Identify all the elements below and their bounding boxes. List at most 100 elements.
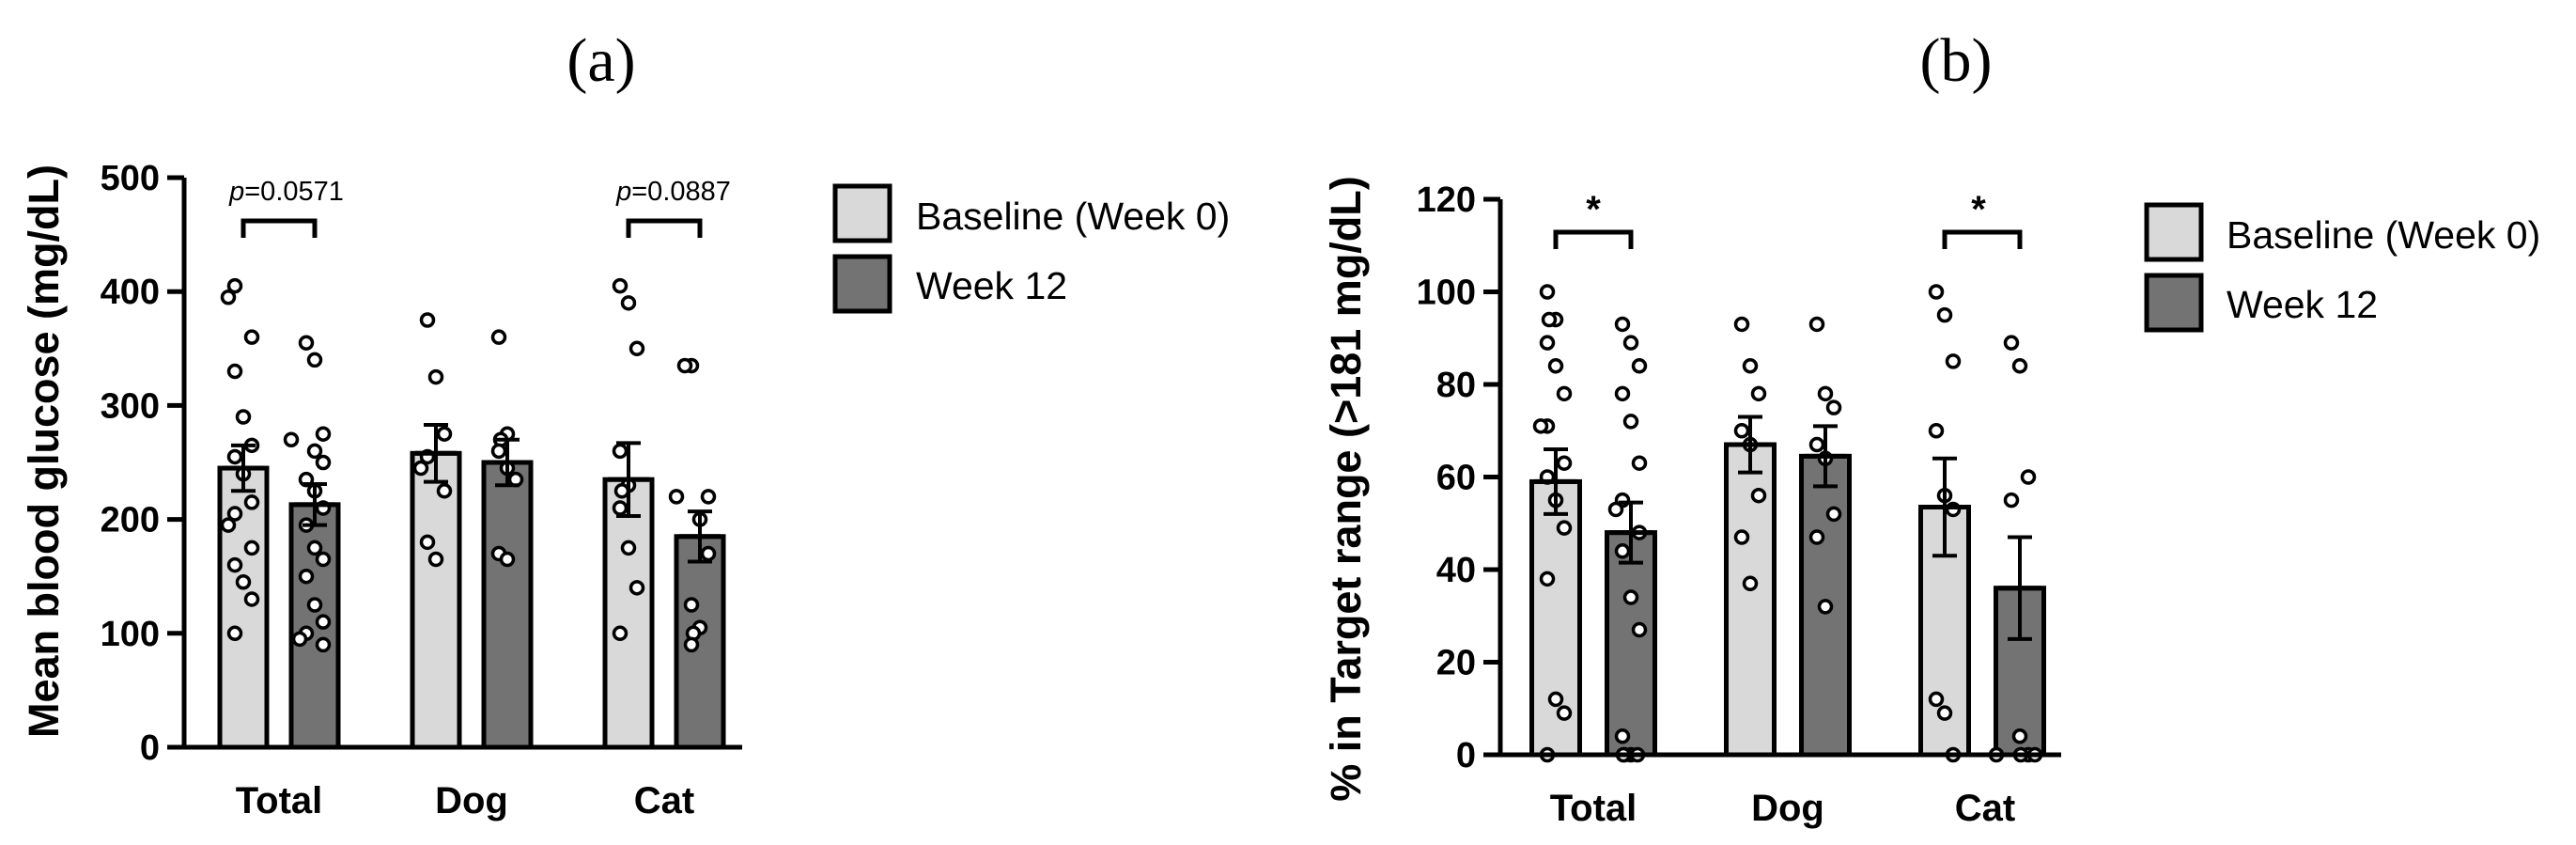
- panel-b-y-axis-label: % in Target range (>181 mg/dL): [1322, 176, 1370, 802]
- legend-label-baseline: Baseline (Week 0): [2227, 213, 2540, 257]
- y-tick-label: 0: [140, 728, 160, 768]
- data-point: [306, 443, 323, 460]
- data-point: [1607, 501, 1624, 518]
- data-point: [620, 295, 637, 311]
- data-point: [612, 277, 628, 294]
- panel-a-pvalue-cat: p=0.0887: [615, 177, 731, 207]
- data-point: [1928, 284, 1945, 300]
- data-point: [1825, 399, 1842, 415]
- chart-panel-a: (a) Mean blood glucose (mg/dL) 0 100 200 30…: [20, 26, 1230, 822]
- data-point: [1622, 335, 1639, 351]
- y-tick-label: 0: [1456, 736, 1476, 775]
- significance-bracket: [626, 218, 703, 238]
- y-tick-label: 120: [1417, 180, 1476, 220]
- data-point: [1622, 589, 1639, 605]
- panel-a-bars: [217, 450, 726, 750]
- data-point: [1936, 306, 1953, 323]
- y-tick-label: 200: [101, 501, 160, 540]
- legend-label-week12: Week 12: [2227, 283, 2378, 326]
- y-tick-label: 20: [1436, 644, 1476, 683]
- data-point: [298, 335, 315, 351]
- data-point: [683, 597, 700, 613]
- panel-a-category-label: Cat: [634, 780, 694, 822]
- data-point: [306, 352, 323, 368]
- data-point: [1808, 316, 1825, 333]
- bar: [674, 534, 726, 750]
- panel-b-label: (b): [1920, 26, 1993, 95]
- data-point: [2003, 335, 2020, 351]
- data-point: [1750, 487, 1767, 504]
- y-tick-label: 60: [1436, 459, 1476, 498]
- data-point: [315, 636, 332, 653]
- data-point: [315, 614, 332, 630]
- significance-bracket: [241, 218, 318, 238]
- panel-b-category-label: Dog: [1751, 788, 1824, 829]
- data-point: [628, 340, 645, 357]
- data-point: [1532, 418, 1549, 434]
- data-point: [436, 426, 453, 442]
- data-point: [1631, 358, 1648, 374]
- data-point: [1622, 414, 1639, 430]
- data-point: [235, 574, 252, 590]
- bar: [1529, 478, 1582, 758]
- data-point: [226, 625, 243, 642]
- data-point: [226, 363, 243, 380]
- legend-label-baseline: Baseline (Week 0): [916, 195, 1230, 238]
- data-point: [412, 460, 429, 477]
- data-point: [1614, 543, 1631, 559]
- data-point: [226, 448, 243, 465]
- data-point: [613, 483, 630, 499]
- data-point: [1631, 621, 1648, 638]
- legend-swatch-baseline: [2144, 202, 2204, 262]
- data-point: [2020, 469, 2037, 485]
- panel-a-y-axis-label: Mean blood glucose (mg/dL): [20, 164, 68, 738]
- panel-b-significance-star-cat: *: [1971, 189, 1986, 230]
- data-point: [315, 426, 332, 442]
- data-point: [499, 551, 516, 568]
- data-point: [1742, 358, 1759, 374]
- panel-b-category-label: Cat: [1955, 788, 2015, 829]
- data-point: [1817, 385, 1834, 402]
- data-point: [427, 368, 444, 385]
- data-point: [700, 545, 717, 562]
- y-tick-label: 100: [101, 615, 160, 654]
- bar: [217, 465, 270, 750]
- data-point: [612, 500, 628, 516]
- data-point: [1733, 423, 1750, 439]
- panel-b-category-label: Total: [1550, 788, 1637, 829]
- panel-b-y-ticks: 0 20 40 60 80 100 120: [1417, 180, 1500, 775]
- data-point: [1936, 705, 1953, 721]
- y-tick-label: 300: [101, 386, 160, 426]
- panel-b-significance-brackets: [1553, 229, 2023, 249]
- data-point: [306, 597, 323, 613]
- data-point: [683, 636, 700, 653]
- data-point: [1808, 529, 1825, 545]
- legend-swatch-baseline: [832, 183, 892, 243]
- bar: [1605, 530, 1657, 758]
- panel-a-category-label: Dog: [435, 780, 508, 822]
- data-point: [1556, 385, 1573, 402]
- data-point: [1614, 385, 1631, 402]
- data-point: [1631, 455, 1648, 471]
- bar: [410, 450, 462, 750]
- legend-label-week12: Week 12: [916, 264, 1067, 307]
- data-point: [1733, 316, 1750, 333]
- y-tick-label: 400: [101, 273, 160, 312]
- data-point: [283, 431, 300, 448]
- legend-swatch-week12: [2144, 273, 2204, 333]
- data-point: [226, 277, 243, 294]
- data-point: [612, 625, 628, 642]
- data-point: [235, 409, 252, 425]
- data-point: [676, 357, 693, 374]
- bar: [481, 460, 534, 750]
- y-tick-label: 40: [1436, 551, 1476, 590]
- data-point: [1541, 311, 1558, 328]
- data-point: [490, 329, 507, 345]
- data-point: [419, 534, 436, 551]
- data-point: [427, 551, 444, 568]
- panel-b-error-bars: [1534, 415, 2041, 641]
- data-point: [220, 289, 237, 305]
- data-point: [490, 443, 507, 460]
- bar: [1724, 442, 1777, 758]
